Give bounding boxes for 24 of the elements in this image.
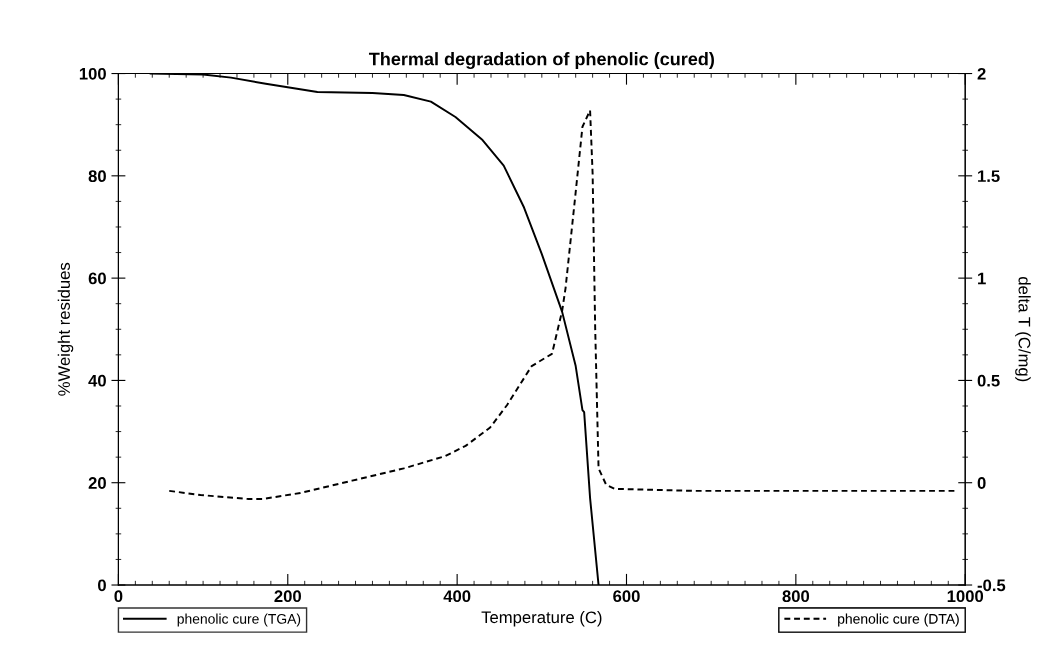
y-axis-title: %Weight residues: [57, 262, 74, 396]
y-tick-label: 80: [88, 170, 106, 183]
y2-tick-label: 0: [977, 477, 986, 489]
legend-label: phenolic cure (DTA): [838, 613, 959, 627]
x-tick-label: 600: [613, 590, 640, 603]
y2-tick-label: 2: [977, 67, 986, 80]
y2-axis-title: delta T (C/mg): [1015, 277, 1031, 382]
x-tick-label: 200: [274, 590, 301, 603]
legend-label: phenolic cure (TGA): [177, 613, 301, 627]
x-tick-label: 400: [443, 590, 471, 603]
y-tick-label: 60: [88, 272, 106, 285]
y-tick-label: 0: [98, 579, 106, 592]
chart-title: Thermal degradation of phenolic (cured): [368, 52, 714, 70]
x-tick-label: 0: [114, 590, 123, 603]
y2-tick-label: -0.5: [977, 579, 1006, 592]
y-tick-label: 40: [88, 374, 106, 387]
y2-tick-label: 0.5: [977, 374, 1000, 387]
x-tick-label: 800: [782, 590, 810, 603]
y2-tick-label: 1.5: [978, 170, 1000, 183]
y-tick-label: 100: [79, 67, 106, 80]
x-tick-label: 1000: [947, 590, 984, 603]
x-axis-title: Temperature (C): [481, 610, 602, 627]
y2-tick-label: 1: [978, 272, 986, 285]
y-tick-label: 20: [88, 477, 106, 489]
